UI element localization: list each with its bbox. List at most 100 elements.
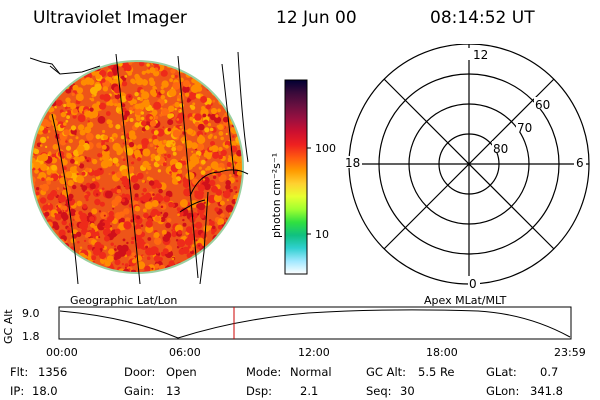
- uv-speckle-dot: [190, 105, 196, 110]
- uv-speckle-dot: [223, 231, 232, 241]
- dsp-label: Dsp:: [246, 384, 273, 398]
- uv-speckle-dot: [145, 220, 153, 228]
- uv-speckle-dot: [42, 204, 49, 211]
- uv-speckle-dot: [203, 119, 209, 125]
- uv-speckle-dot: [131, 161, 135, 165]
- uv-speckle-dot: [217, 108, 222, 113]
- uv-speckle-dot: [225, 258, 232, 265]
- uv-speckle-dot: [163, 195, 171, 203]
- uv-speckle-dot: [102, 93, 111, 102]
- uv-speckle-dot: [131, 252, 136, 257]
- uv-speckle-dot: [117, 102, 122, 108]
- uv-speckle-dot: [216, 87, 223, 93]
- uv-speckle-dot: [96, 193, 99, 196]
- uv-speckle-dot: [177, 109, 180, 112]
- uv-speckle-dot: [88, 267, 93, 272]
- flt-value: 1356: [38, 365, 68, 379]
- uv-speckle-dot: [46, 180, 51, 185]
- uv-speckle-dot: [148, 138, 152, 142]
- uv-speckle-dot: [44, 145, 48, 149]
- uv-speckle-dot: [160, 89, 165, 95]
- uv-speckle-dot: [31, 93, 38, 99]
- uv-speckle-dot: [235, 104, 238, 107]
- uv-speckle-dot: [151, 267, 154, 270]
- uv-speckle-dot: [154, 216, 161, 222]
- uv-speckle-dot: [82, 54, 84, 56]
- uv-speckle-dot: [229, 188, 233, 193]
- uv-speckle-dot: [216, 247, 225, 255]
- polar-label-bg-bottom: [468, 276, 480, 288]
- uv-speckle-dot: [91, 255, 97, 261]
- uv-speckle-dot: [107, 61, 110, 62]
- uv-speckle-dot: [147, 237, 152, 241]
- uv-speckle-dot: [201, 106, 206, 110]
- uv-speckle-dot: [232, 258, 237, 264]
- uv-speckle-dot: [41, 177, 45, 181]
- uv-speckle-dot: [114, 228, 121, 235]
- uv-speckle-dot: [43, 81, 48, 86]
- uv-speckle-dot: [233, 194, 236, 198]
- uv-speckle-dot: [31, 123, 35, 129]
- uv-speckle-dot: [59, 270, 64, 273]
- seq-label: Seq:: [366, 384, 392, 398]
- uv-speckle-dot: [37, 232, 41, 236]
- uv-speckle-dot: [220, 174, 227, 181]
- uv-speckle-dot: [31, 99, 35, 104]
- uv-speckle-dot: [137, 53, 142, 58]
- uv-speckle-dot: [121, 107, 127, 113]
- uv-speckle-dot: [36, 229, 40, 233]
- uv-speckle-dot: [149, 248, 157, 256]
- uv-speckle-dot: [82, 204, 88, 209]
- uv-speckle-dot: [40, 79, 47, 85]
- uv-speckle-dot: [141, 127, 146, 132]
- uv-speckle-dot: [47, 130, 51, 133]
- uv-speckle-dot: [176, 145, 183, 152]
- uv-speckle-dot: [35, 52, 40, 55]
- uv-speckle-dot: [171, 146, 177, 152]
- uv-speckle-dot: [177, 213, 180, 217]
- uv-speckle-dot: [49, 266, 53, 270]
- uv-speckle-dot: [167, 127, 172, 132]
- uv-speckle-dot: [177, 169, 183, 174]
- uv-speckle-dot: [67, 227, 71, 231]
- uv-speckle-dot: [208, 271, 212, 273]
- uv-speckle-dot: [62, 261, 69, 268]
- uv-speckle-dot: [73, 61, 83, 63]
- uv-speckle-dot: [156, 211, 161, 217]
- uv-speckle-dot: [79, 129, 86, 136]
- uv-speckle-dot: [67, 263, 73, 270]
- uv-speckle-dot: [118, 111, 122, 115]
- uv-speckle-dot: [226, 61, 233, 64]
- uv-speckle-dot: [173, 61, 179, 66]
- uv-speckle-dot: [47, 245, 52, 250]
- uv-speckle-dot: [231, 140, 237, 147]
- uv-speckle-dot: [235, 258, 238, 261]
- uv-speckle-dot: [91, 228, 94, 231]
- uv-speckle-dot: [234, 222, 242, 230]
- uv-speckle-dot: [93, 103, 96, 107]
- uv-speckle-dot: [45, 229, 50, 234]
- uv-speckle-dot: [51, 83, 60, 92]
- uv-speckle-dot: [81, 263, 86, 268]
- uv-speckle-dot: [135, 77, 144, 86]
- uv-speckle-dot: [195, 221, 203, 229]
- uv-speckle-dot: [38, 125, 45, 131]
- uv-speckle-dot: [113, 248, 117, 252]
- uv-speckle-dot: [128, 268, 131, 271]
- uv-speckle-dot: [214, 207, 219, 212]
- uv-speckle-dot: [163, 273, 167, 277]
- uv-speckle-dot: [227, 224, 234, 232]
- uv-speckle-dot: [215, 257, 222, 265]
- uv-speckle-dot: [160, 70, 167, 77]
- uv-speckle-dot: [84, 167, 90, 173]
- uv-speckle-dot: [73, 165, 77, 170]
- uv-speckle-dot: [182, 181, 190, 188]
- uv-speckle-dot: [209, 127, 214, 132]
- uv-speckle-dot: [111, 171, 116, 175]
- mlt-label-0: 0: [469, 277, 477, 291]
- uv-speckle-dot: [182, 85, 190, 93]
- uv-speckle-dot: [188, 159, 197, 168]
- uv-speckle-dot: [160, 55, 162, 57]
- uv-speckle-dot: [198, 57, 202, 61]
- uv-speckle-dot: [225, 204, 234, 213]
